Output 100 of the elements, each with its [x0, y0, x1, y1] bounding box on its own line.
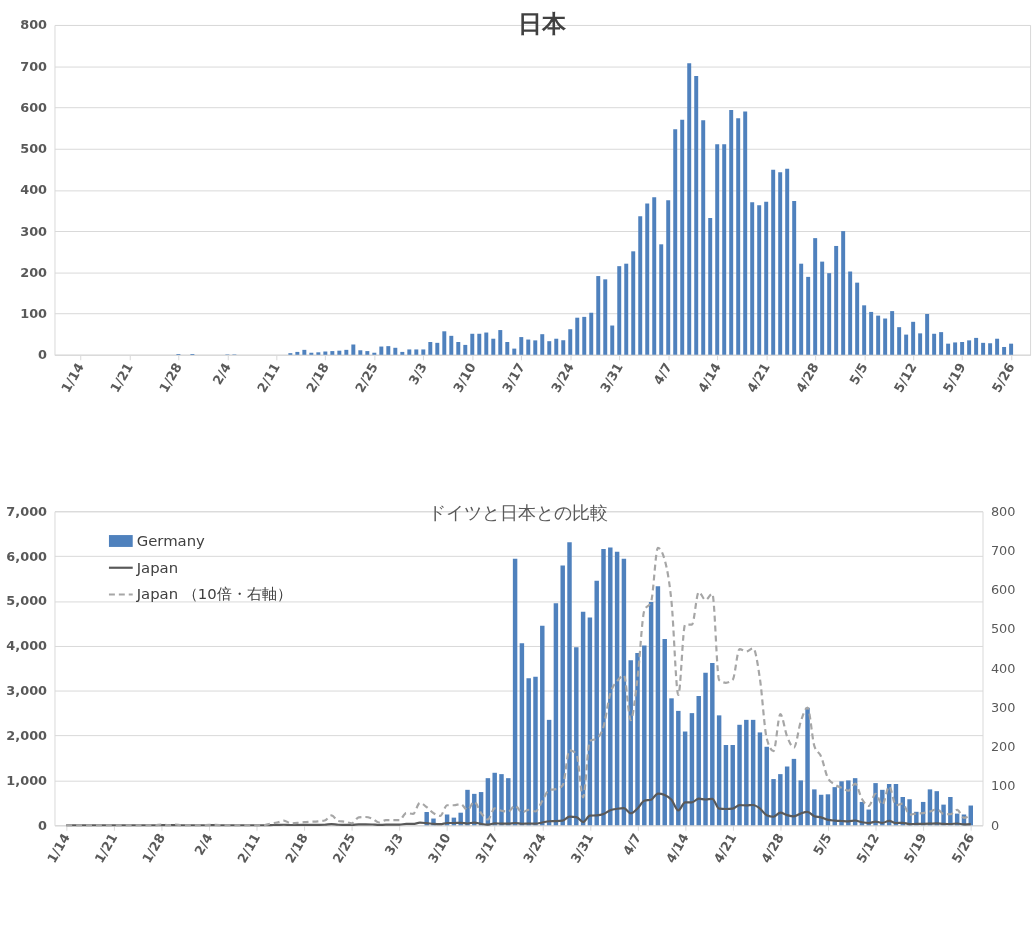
bar: [1002, 346, 1007, 355]
bar: [498, 330, 503, 355]
bar: [635, 653, 640, 826]
bar: [696, 696, 701, 826]
bar: [848, 271, 853, 355]
bar: [512, 348, 517, 355]
bar: [988, 343, 993, 355]
y-tick-label: 100: [20, 306, 48, 322]
bar: [799, 263, 804, 355]
bar: [839, 781, 844, 826]
bar: [834, 245, 839, 355]
legend-label: Japan （10倍・右軸）: [135, 585, 292, 604]
bar: [617, 266, 622, 355]
bar: [662, 639, 667, 826]
bar: [805, 707, 810, 826]
bar: [316, 352, 321, 355]
bar: [812, 789, 817, 826]
bar: [974, 337, 979, 355]
bar: [722, 144, 727, 355]
bar: [694, 76, 699, 355]
bar: [820, 261, 825, 355]
y-tick-label: 400: [20, 182, 48, 198]
chart-title: 日本: [518, 9, 568, 38]
bar: [506, 778, 511, 826]
bar: [365, 351, 370, 355]
bar: [608, 547, 613, 826]
y-tick-label: 800: [20, 17, 48, 33]
bar: [764, 201, 769, 355]
bar: [778, 172, 783, 355]
bar: [638, 216, 643, 355]
y2-tick-label: 600: [990, 582, 1016, 598]
bar: [659, 244, 664, 355]
bar: [533, 340, 538, 355]
bar: [477, 333, 482, 355]
bar: [918, 333, 923, 355]
bar: [960, 342, 965, 355]
bar: [967, 340, 972, 355]
bar: [435, 342, 440, 355]
x-tick-label: 2/4: [191, 830, 216, 858]
bar: [442, 331, 447, 355]
y-tick-label: 4,000: [6, 638, 48, 654]
bar: [642, 645, 647, 826]
bar: [631, 251, 636, 355]
y2-tick-label: 500: [990, 621, 1016, 637]
bar: [554, 338, 559, 355]
bar: [470, 333, 475, 355]
bar: [890, 311, 895, 355]
y-tick-label: 3,000: [6, 683, 48, 699]
bar: [561, 340, 566, 355]
y-tick-label: 6,000: [6, 548, 48, 564]
bar: [673, 129, 678, 355]
y-tick-label: 1,000: [6, 772, 48, 788]
y-tick-label: 600: [20, 99, 48, 115]
bar: [574, 647, 579, 826]
bar: [953, 342, 958, 355]
x-tick-label: 3/3: [381, 830, 406, 858]
chart-title: ドイツと日本との比較: [428, 502, 609, 524]
y-tick-label: 7,000: [6, 503, 48, 519]
bar: [827, 273, 832, 355]
bar: [484, 332, 489, 355]
bar: [302, 349, 307, 355]
bar: [414, 349, 419, 355]
bar: [568, 329, 573, 355]
bar: [393, 347, 398, 355]
bar: [540, 334, 545, 355]
bar: [925, 313, 930, 355]
bar: [344, 349, 349, 355]
bar: [533, 676, 538, 826]
bar: [869, 311, 874, 355]
legend-label: Germany: [136, 531, 206, 550]
bar: [932, 333, 937, 355]
bar: [669, 698, 674, 826]
bar: [463, 344, 468, 355]
bar: [715, 144, 720, 355]
bar: [939, 332, 944, 355]
bar: [883, 318, 888, 355]
bar: [1009, 343, 1014, 355]
bar: [729, 109, 734, 355]
bar: [703, 672, 708, 826]
bar: [337, 350, 342, 355]
bar: [710, 662, 715, 826]
bar: [771, 169, 776, 355]
bar: [911, 321, 916, 355]
bar: [351, 344, 356, 355]
bar: [330, 351, 335, 355]
y-tick-label: 700: [20, 58, 48, 74]
bar: [582, 316, 587, 355]
bar: [946, 343, 951, 355]
bar: [645, 203, 650, 355]
y2-tick-label: 300: [990, 699, 1016, 715]
bar: [757, 205, 762, 355]
y2-tick-label: 400: [990, 660, 1016, 676]
bar: [981, 342, 986, 355]
bar: [771, 779, 776, 826]
bar: [295, 351, 300, 355]
bar: [628, 660, 633, 826]
bar: [386, 346, 391, 355]
bar: [400, 351, 405, 355]
bar: [750, 202, 755, 355]
bar: [610, 325, 615, 355]
